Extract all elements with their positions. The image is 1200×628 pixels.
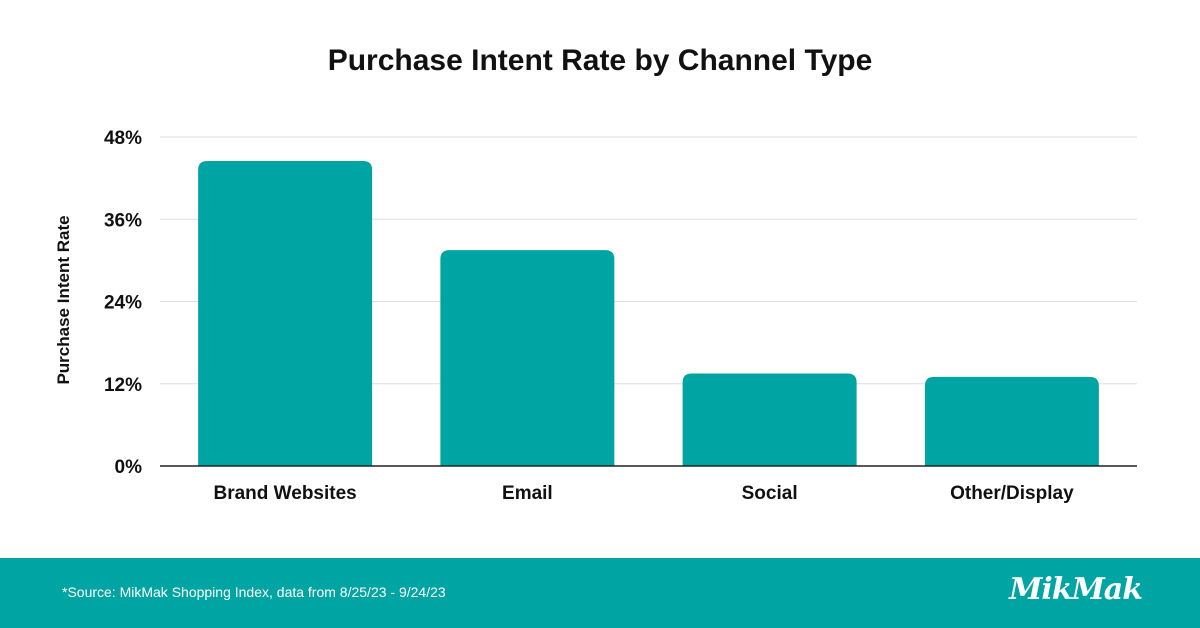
y-tick-label: 12% (104, 375, 142, 396)
y-tick-label: 24% (104, 293, 142, 314)
y-tick-label: 36% (104, 210, 142, 231)
x-tick-label: Social (742, 483, 798, 504)
mikmak-logo: MikMak (1009, 572, 1143, 607)
chart-title: Purchase Intent Rate by Channel Type (327, 44, 873, 77)
footer-banner: *Source: MikMak Shopping Index, data fro… (0, 558, 1200, 628)
bar-chart: 0% 12% 24% 36% 48% Brand Websites Email Social… (54, 128, 1137, 504)
y-tick-labels: 0% 12% 24% 36% 48% (104, 128, 142, 478)
bar-social (682, 373, 857, 466)
bar-brand-websites (198, 160, 373, 467)
source-note: *Source: MikMak Shopping Index, data fro… (62, 584, 446, 600)
x-tick-labels: Brand Websites Email Social Other/Display (214, 483, 1075, 504)
x-tick-label: Brand Websites (214, 483, 357, 504)
y-tick-label: 0% (115, 457, 143, 478)
bar-email (440, 250, 615, 466)
x-tick-label: Email (502, 483, 553, 504)
bar-other-display (924, 376, 1099, 466)
y-tick-label: 48% (104, 128, 142, 149)
y-axis-title: Purchase Intent Rate (54, 215, 73, 384)
x-tick-label: Other/Display (950, 483, 1074, 504)
bars (198, 160, 1099, 467)
